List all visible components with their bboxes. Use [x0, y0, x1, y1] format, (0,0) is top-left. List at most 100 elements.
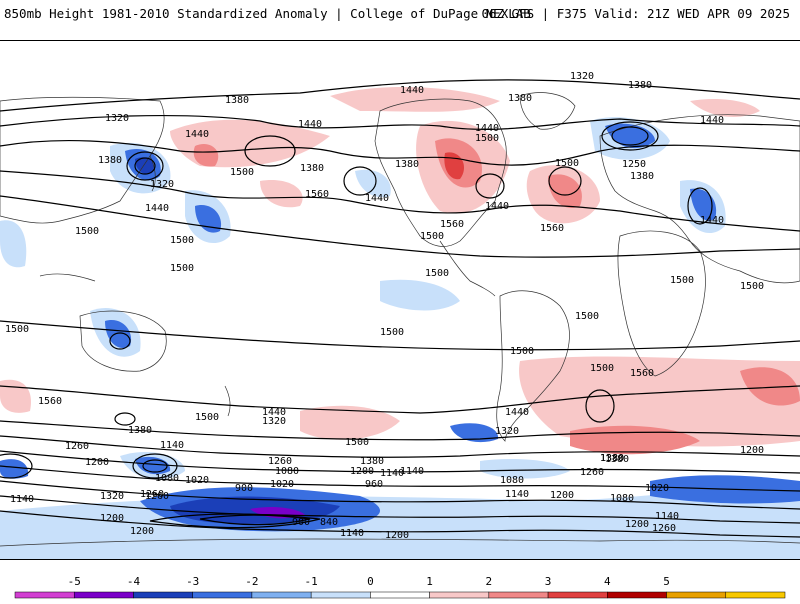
contour-label: 1380 [300, 163, 324, 174]
contour-label: 1320 [262, 416, 286, 427]
contour-closed [0, 453, 33, 479]
contour-line [149, 513, 321, 529]
eurasia-outline [599, 114, 800, 284]
contour-label: 1560 [305, 189, 329, 200]
anomaly-negative [450, 423, 499, 443]
contour-closed [687, 187, 713, 225]
contour-closed [244, 135, 296, 167]
contour-label: 1140 [505, 489, 529, 500]
colorbar-swatch [429, 591, 490, 599]
contour-label: 900 [235, 483, 253, 494]
contour-line [0, 435, 800, 458]
colorbar-swatch [607, 591, 667, 599]
contour-label: 1200 [625, 519, 649, 530]
contour-label: 1200 [740, 445, 764, 456]
colorbar-tick-label: 5 [663, 575, 670, 588]
australia-outline [79, 310, 167, 372]
south-america-outline [496, 290, 570, 442]
contour-closed [132, 453, 178, 479]
colorbar-swatch [488, 591, 549, 599]
anomaly-positive [519, 356, 800, 447]
anomaly-negative [105, 320, 132, 349]
contour-label: 1440 [145, 203, 169, 214]
contour-line [0, 465, 800, 492]
contour-line [0, 320, 800, 351]
contour-label: 1260 [652, 523, 676, 534]
contour-line [0, 170, 800, 232]
colorbar-swatch [73, 591, 134, 599]
contour-label: 1500 [345, 437, 369, 448]
colorbar-tick-label: 0 [367, 575, 374, 588]
anomaly-positive [330, 86, 500, 112]
contour-label: 1320 [495, 426, 519, 437]
contour-label: 1200 [385, 530, 409, 541]
contour-label: 1500 [380, 327, 404, 338]
colorbar-swatch [192, 591, 253, 599]
africa-outline [617, 230, 706, 377]
anomaly-map: 1320 1380 1440 1380 1320 1440 1380 1440 … [0, 40, 800, 560]
contour-label: 1500 [555, 158, 579, 169]
contour-label: 1320 [100, 491, 124, 502]
contour-label: 1440 [475, 123, 499, 134]
contour-label: 1380 [600, 453, 624, 464]
contour-closed [475, 173, 505, 199]
anomaly-negative [135, 157, 154, 175]
anomaly-negative [380, 279, 460, 311]
colorbar-swatches [14, 591, 786, 599]
contour-label: 1260 [65, 441, 89, 452]
contour-label: 1380 [628, 80, 652, 91]
model-run-title: 06Z GFS | F375 Valid: 21Z WED APR 09 202… [481, 6, 790, 21]
contour-label: 1560 [630, 368, 654, 379]
contour-line [0, 385, 800, 414]
contour-line [0, 495, 800, 524]
contour-label: 1440 [400, 85, 424, 96]
contour-label: 1200 [550, 490, 574, 501]
contour-label: 1140 [380, 468, 404, 479]
anomaly-negative [355, 169, 391, 198]
contour-labels: 1320 1380 1440 1380 1320 1440 1380 1440 … [5, 71, 764, 541]
contour-label: 1500 [590, 363, 614, 374]
contour-label: 900 [292, 517, 310, 528]
colorbar-tick-label: -2 [245, 575, 258, 588]
contour-label: 1320 [570, 71, 594, 82]
contour-label: 1560 [440, 219, 464, 230]
contour-label: 1500 [575, 311, 599, 322]
contour-line [0, 450, 800, 474]
contour-label: 1500 [5, 324, 29, 335]
contour-label: 1380 [98, 155, 122, 166]
contour-label: 1200 [130, 526, 154, 537]
colorbar-swatch [310, 591, 371, 599]
coastlines [0, 92, 800, 547]
contour-line [0, 79, 800, 112]
contour-label: 1500 [425, 268, 449, 279]
contour-closed [109, 332, 131, 350]
contour-line [0, 114, 800, 130]
contour-label: 1440 [185, 129, 209, 140]
colorbar-swatch [251, 591, 312, 599]
contour-label: 1140 [10, 494, 34, 505]
contour-label: 1380 [128, 425, 152, 436]
contour-label: 1440 [298, 119, 322, 130]
colorbar-tick-label: 1 [426, 575, 433, 588]
contour-label: 1080 [610, 493, 634, 504]
colorbar-swatch [725, 591, 786, 599]
contour-closed [134, 157, 156, 175]
contour-label: 1140 [160, 440, 184, 451]
contour-label: 1020 [645, 483, 669, 494]
contour-label: 1440 [505, 407, 529, 418]
asia-left-outline [0, 96, 165, 224]
anomaly-negative [0, 459, 29, 479]
contour-label: 1380 [395, 159, 419, 170]
contour-label: 1080 [155, 473, 179, 484]
colorbar-swatch [14, 591, 75, 599]
colorbar-swatch [370, 591, 430, 599]
colorbar-swatch [666, 591, 727, 599]
contour-label: 1250 [622, 159, 646, 170]
contour-closed [585, 389, 615, 423]
anomaly-positive [0, 379, 31, 413]
map-svg: 1320 1380 1440 1380 1320 1440 1380 1440 … [0, 71, 800, 559]
contour-label: 1440 [700, 215, 724, 226]
anomaly-positive [300, 405, 400, 440]
contour-label: 1500 [740, 281, 764, 292]
contour-label: 1380 [600, 453, 624, 464]
